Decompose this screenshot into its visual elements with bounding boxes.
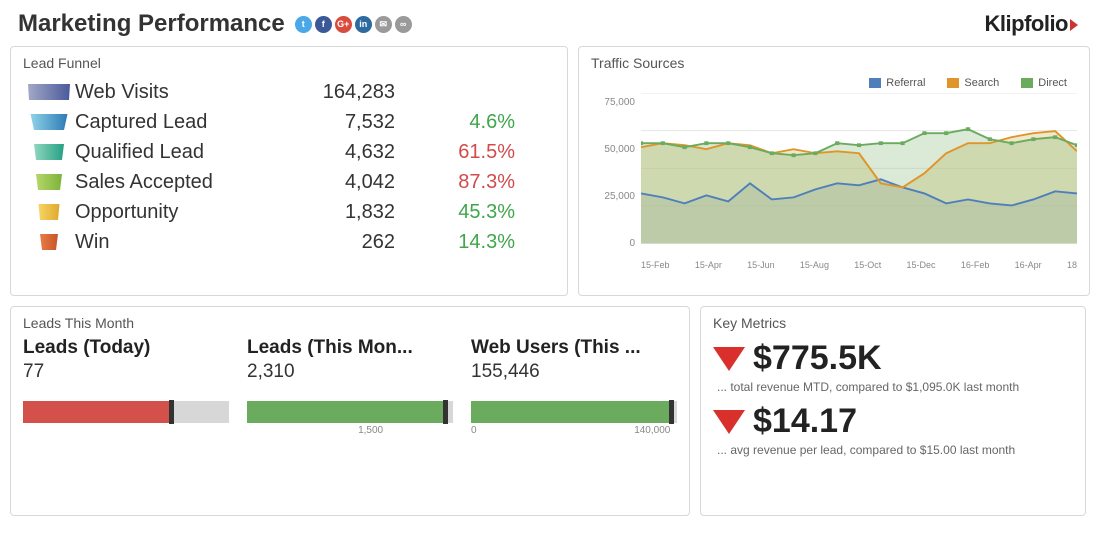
lead-funnel-title: Lead Funnel xyxy=(23,55,555,71)
funnel-row: Sales Accepted4,04287.3% xyxy=(23,167,555,197)
trend-down-icon xyxy=(713,410,745,434)
facebook-icon[interactable]: f xyxy=(315,16,332,33)
funnel-stage-icon xyxy=(26,204,72,220)
metric-label: Web Users (This ... xyxy=(471,337,677,359)
funnel-row: Qualified Lead4,63261.5% xyxy=(23,137,555,167)
key-metrics-title: Key Metrics xyxy=(713,315,1073,331)
legend-item[interactable]: Direct xyxy=(1021,77,1067,89)
metric-bar xyxy=(247,401,453,423)
key-metrics-panel: Key Metrics $775.5K ... total revenue MTD… xyxy=(700,306,1086,516)
funnel-stage-value: 7,532 xyxy=(265,111,395,134)
email-icon[interactable]: ✉ xyxy=(375,16,392,33)
page-title: Marketing Performance xyxy=(18,10,285,38)
funnel-row: Win26214.3% xyxy=(23,227,555,257)
funnel-stage-pct: 45.3% xyxy=(395,201,515,224)
metric-value: 155,446 xyxy=(471,361,677,383)
funnel-stage-pct: 61.5% xyxy=(395,141,515,164)
key-metric-sub: ... total revenue MTD, compared to $1,09… xyxy=(717,380,1073,394)
funnel-row: Opportunity1,83245.3% xyxy=(23,197,555,227)
logo-accent-icon xyxy=(1070,19,1078,31)
metric-value: 77 xyxy=(23,361,229,383)
legend-item[interactable]: Search xyxy=(947,77,999,89)
funnel-stage-label: Qualified Lead xyxy=(75,141,265,164)
funnel-stage-pct: 4.6% xyxy=(395,111,515,134)
header: Marketing Performance tfG+in✉∞ Klipfolio xyxy=(0,0,1096,46)
key-metric-row: $775.5K xyxy=(713,339,1073,378)
linkedin-icon[interactable]: in xyxy=(355,16,372,33)
metric-label: Leads (Today) xyxy=(23,337,229,359)
twitter-icon[interactable]: t xyxy=(295,16,312,33)
funnel-stage-icon xyxy=(26,234,72,250)
metric-card: Leads (Today)77 xyxy=(23,337,229,436)
metric-bar xyxy=(471,401,677,423)
lead-funnel-panel: Lead Funnel Web Visits164,283Captured Le… xyxy=(10,46,568,296)
funnel-row: Web Visits164,283 xyxy=(23,77,555,107)
funnel-row: Captured Lead7,5324.6% xyxy=(23,107,555,137)
traffic-chart: 15-Feb15-Apr15-Jun15-Aug15-Oct15-Dec16-F… xyxy=(641,93,1077,283)
traffic-xaxis: 15-Feb15-Apr15-Jun15-Aug15-Oct15-Dec16-F… xyxy=(641,258,1077,270)
social-icons: tfG+in✉∞ xyxy=(295,16,412,33)
leads-this-month-title: Leads This Month xyxy=(23,315,677,331)
funnel-stage-icon xyxy=(26,84,72,100)
traffic-yaxis: 75,00050,00025,0000 xyxy=(591,93,641,267)
funnel-stage-icon xyxy=(26,114,72,130)
trend-down-icon xyxy=(713,347,745,371)
metric-card: Web Users (This ...155,4460140,000 xyxy=(471,337,677,436)
traffic-sources-panel: Traffic Sources Referral Search Direct 75,… xyxy=(578,46,1090,296)
metric-card: Leads (This Mon...2,3101,500 xyxy=(247,337,453,436)
traffic-legend: Referral Search Direct xyxy=(591,77,1077,93)
funnel-stage-label: Captured Lead xyxy=(75,111,265,134)
googleplus-icon[interactable]: G+ xyxy=(335,16,352,33)
funnel-stage-value: 4,632 xyxy=(265,141,395,164)
funnel-stage-pct: 14.3% xyxy=(395,231,515,254)
metric-bar xyxy=(23,401,229,423)
brand-logo: Klipfolio xyxy=(985,11,1078,37)
key-metric-row: $14.17 xyxy=(713,402,1073,441)
link-icon[interactable]: ∞ xyxy=(395,16,412,33)
funnel-stage-value: 262 xyxy=(265,231,395,254)
traffic-sources-title: Traffic Sources xyxy=(591,55,1077,71)
leads-this-month-panel: Leads This Month Leads (Today)77Leads (T… xyxy=(10,306,690,516)
metric-value: 2,310 xyxy=(247,361,453,383)
key-metric-sub: ... avg revenue per lead, compared to $1… xyxy=(717,443,1073,457)
key-metric-value: $14.17 xyxy=(753,402,857,441)
funnel-stage-value: 4,042 xyxy=(265,171,395,194)
funnel-stage-label: Web Visits xyxy=(75,81,265,104)
funnel-stage-label: Opportunity xyxy=(75,201,265,224)
funnel-stage-icon xyxy=(26,144,72,160)
funnel-stage-value: 164,283 xyxy=(265,81,395,104)
metric-label: Leads (This Mon... xyxy=(247,337,453,359)
funnel-stage-icon xyxy=(26,174,72,190)
legend-item[interactable]: Referral xyxy=(869,77,925,89)
funnel-stage-label: Sales Accepted xyxy=(75,171,265,194)
funnel-stage-label: Win xyxy=(75,231,265,254)
funnel-stage-pct: 87.3% xyxy=(395,171,515,194)
funnel-stage-value: 1,832 xyxy=(265,201,395,224)
key-metric-value: $775.5K xyxy=(753,339,882,378)
